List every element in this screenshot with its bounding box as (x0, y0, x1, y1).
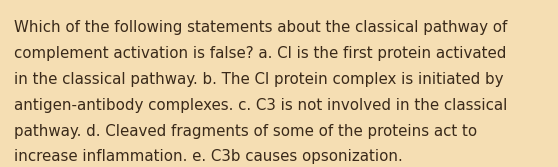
Text: increase inflammation. e. C3b causes opsonization.: increase inflammation. e. C3b causes ops… (14, 149, 403, 164)
Text: antigen-antibody complexes. c. C3 is not involved in the classical: antigen-antibody complexes. c. C3 is not… (14, 98, 507, 113)
Text: Which of the following statements about the classical pathway of: Which of the following statements about … (14, 20, 507, 35)
Text: in the classical pathway. b. The Cl protein complex is initiated by: in the classical pathway. b. The Cl prot… (14, 72, 503, 87)
Text: complement activation is false? a. Cl is the first protein activated: complement activation is false? a. Cl is… (14, 46, 506, 61)
Text: pathway. d. Cleaved fragments of some of the proteins act to: pathway. d. Cleaved fragments of some of… (14, 124, 477, 139)
